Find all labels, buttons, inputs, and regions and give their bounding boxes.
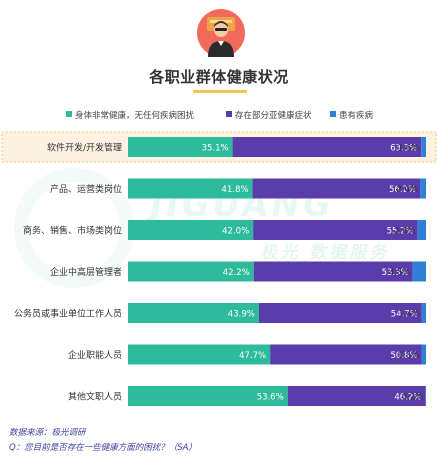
data-label-row-4-series-3: 4.5% bbox=[389, 268, 411, 278]
bar-segment-row-1-series-3 bbox=[421, 137, 426, 157]
category-label-row-4: 企业中高层管理者 bbox=[50, 266, 122, 278]
avatar-icon bbox=[197, 9, 245, 57]
bar-segment-row-2-series-1 bbox=[128, 178, 253, 199]
legend-label-healthy: 身体非常健康，无任何疾病困扰 bbox=[75, 111, 195, 121]
category-label-row-3: 商务、销售、市场类岗位 bbox=[23, 225, 122, 237]
data-label-row-7-series-2: 46.2% bbox=[394, 393, 421, 403]
chart-title: 各职业群体健康状况 bbox=[149, 68, 289, 86]
bar-segment-row-3-series-1 bbox=[128, 220, 254, 240]
legend-swatch-subhealth bbox=[226, 111, 232, 117]
data-label-row-4-series-1: 42.2% bbox=[223, 268, 250, 278]
category-label-row-2: 产品、运营类岗位 bbox=[50, 183, 122, 195]
bar-segment-row-3-series-3 bbox=[417, 220, 426, 240]
bar-segment-row-4-series-2 bbox=[253, 261, 413, 282]
category-label-row-7: 其他文职人员 bbox=[68, 391, 122, 403]
bar-segment-row-6-series-1 bbox=[128, 344, 271, 365]
bar-segment-row-5-series-1 bbox=[128, 303, 259, 323]
bar-segment-row-5-series-3 bbox=[421, 303, 426, 323]
data-label-row-6-series-2: 50.8% bbox=[391, 351, 418, 361]
data-label-row-3-series-2: 55.2% bbox=[387, 227, 414, 237]
footer-source: 数据来源：极光调研 bbox=[9, 428, 86, 438]
bar-segment-row-4-series-3 bbox=[412, 261, 426, 282]
data-label-row-1-series-2: 63.3% bbox=[390, 144, 417, 154]
data-label-row-7-series-1: 53.6% bbox=[257, 393, 284, 403]
data-label-row-1-series-1: 35.1% bbox=[202, 144, 229, 154]
category-label-row-5: 公务员或事业单位工作人员 bbox=[14, 308, 122, 320]
legend-item-subhealth: 存在部分亚健康症状 bbox=[226, 110, 312, 122]
chart-legend: 身体非常健康，无任何疾病困扰 存在部分亚健康症状 患有疾病 bbox=[0, 110, 438, 124]
bar-segment-row-7-series-1 bbox=[128, 386, 288, 406]
bar-segment-row-6-series-2 bbox=[270, 344, 422, 365]
bar-segment-row-3-series-2 bbox=[253, 220, 418, 240]
data-label-row-5-series-3: 1.4% bbox=[398, 310, 420, 320]
data-label-row-3-series-1: 42.0% bbox=[222, 227, 249, 237]
stacked-bar-chart: 软件开发/开发管理 35.1% 63.3%1.6% 产品、运营类岗位 41.8% 56.2… bbox=[1, 131, 437, 406]
category-label-row-1: 软件开发/开发管理 bbox=[47, 142, 122, 154]
title-underline bbox=[193, 90, 247, 93]
footer-question: Q：您目前是否存在一些健康方面的困扰？（SA） bbox=[9, 443, 197, 453]
legend-label-disease: 患有疾病 bbox=[339, 111, 374, 121]
data-label-row-1-series-3: 1.6% bbox=[398, 144, 420, 154]
bar-segment-row-4-series-1 bbox=[128, 261, 254, 282]
data-label-row-6-series-3: 1.5% bbox=[398, 351, 420, 361]
bar-segment-row-7-series-3 bbox=[425, 386, 426, 406]
data-label-row-5-series-1: 43.9% bbox=[228, 310, 255, 320]
data-label-row-7-series-3: 0.2% bbox=[402, 393, 424, 403]
data-label-row-2-series-2: 56.2% bbox=[389, 185, 416, 195]
data-label-row-3-series-3: 2.8% bbox=[394, 227, 416, 237]
data-label-row-4-series-2: 53.3% bbox=[382, 268, 409, 278]
category-label-row-6: 企业职能人员 bbox=[68, 349, 122, 361]
data-label-row-2-series-3: 2.0% bbox=[396, 185, 418, 195]
data-label-row-6-series-1: 47.7% bbox=[239, 351, 266, 361]
bar-segment-row-5-series-2 bbox=[258, 303, 422, 323]
legend-swatch-healthy bbox=[66, 111, 72, 117]
data-label-row-5-series-2: 54.7% bbox=[391, 310, 418, 320]
bar-segment-row-2-series-2 bbox=[252, 178, 421, 199]
bar-segment-row-6-series-3 bbox=[421, 344, 426, 365]
bar-segment-row-7-series-2 bbox=[287, 386, 426, 406]
bar-segment-row-1-series-1 bbox=[128, 137, 233, 157]
legend-item-healthy: 身体非常健康，无任何疾病困扰 bbox=[66, 110, 194, 122]
bar-segment-row-1-series-2 bbox=[232, 137, 422, 157]
legend-label-subhealth: 存在部分亚健康症状 bbox=[235, 111, 312, 121]
legend-item-disease: 患有疾病 bbox=[330, 110, 373, 122]
legend-swatch-disease bbox=[330, 111, 336, 117]
bar-segment-row-2-series-3 bbox=[420, 178, 426, 199]
data-label-row-2-series-1: 41.8% bbox=[222, 185, 249, 195]
